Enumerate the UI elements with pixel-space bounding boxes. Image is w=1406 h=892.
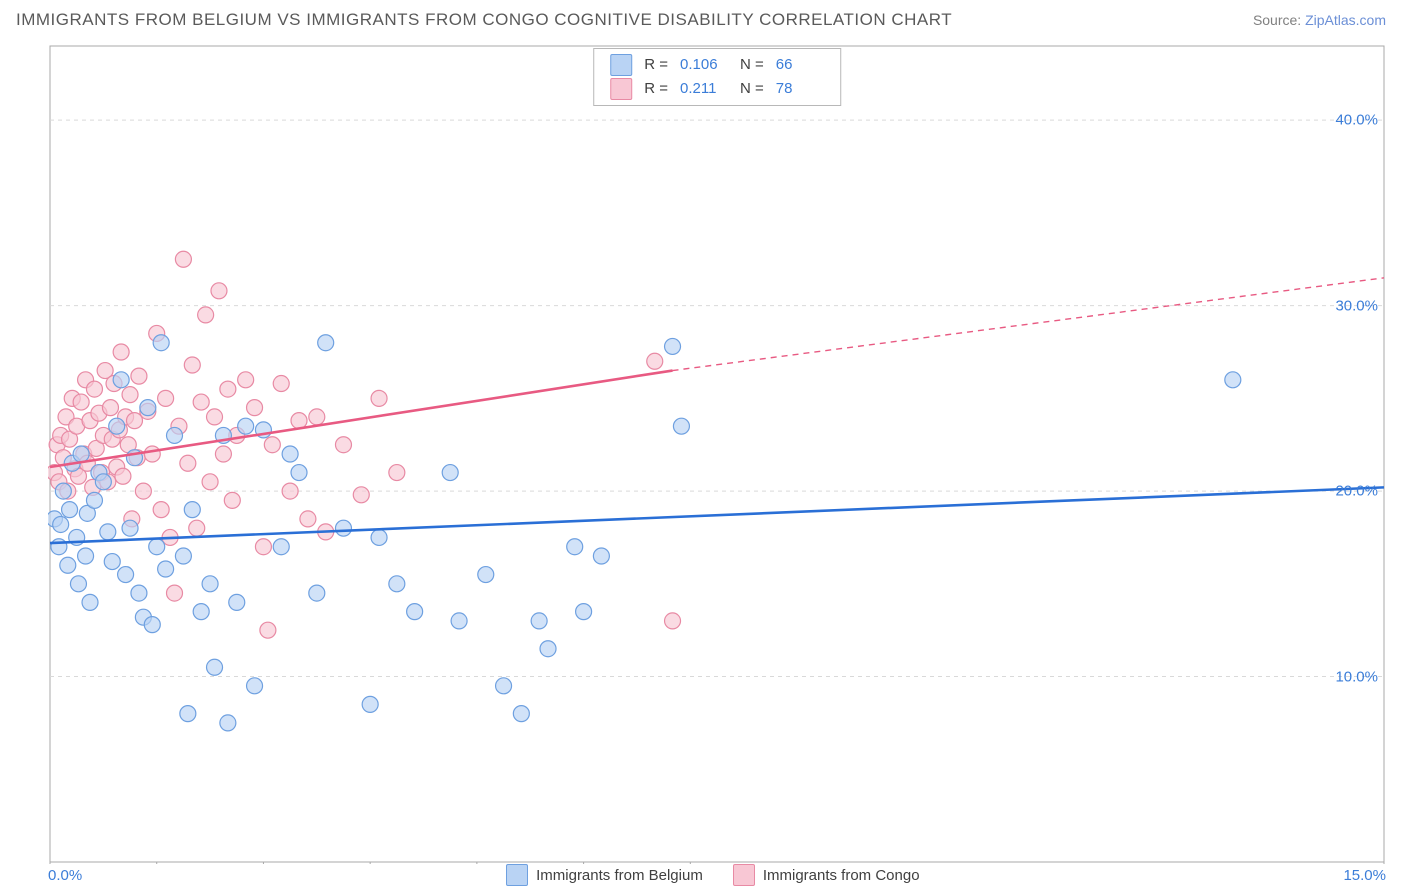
n-value-belgium: 66 <box>776 53 824 77</box>
r-label-2: R = <box>644 77 668 101</box>
legend-label-congo: Immigrants from Congo <box>763 867 920 884</box>
n-label-2: N = <box>740 77 764 101</box>
r-label: R = <box>644 53 668 77</box>
y-tick-label: 10.0% <box>1335 668 1378 685</box>
source-prefix: Source: <box>1253 12 1305 28</box>
legend-label-belgium: Immigrants from Belgium <box>536 867 703 884</box>
n-label: N = <box>740 53 764 77</box>
chart-area: Cognitive Disability ZIPatlas R = 0.106 … <box>48 44 1386 864</box>
chart-source: Source: ZipAtlas.com <box>1253 12 1386 28</box>
legend-item-congo: Immigrants from Congo <box>733 864 920 886</box>
swatch-belgium <box>610 54 632 76</box>
source-link[interactable]: ZipAtlas.com <box>1305 12 1386 28</box>
x-max-label: 15.0% <box>1343 867 1386 884</box>
y-tick-label: 40.0% <box>1335 112 1378 129</box>
x-min-label: 0.0% <box>48 867 82 884</box>
chart-title: IMMIGRANTS FROM BELGIUM VS IMMIGRANTS FR… <box>16 10 952 30</box>
chart-header: IMMIGRANTS FROM BELGIUM VS IMMIGRANTS FR… <box>0 0 1406 36</box>
stats-legend-box: R = 0.106 N = 66 R = 0.211 N = 78 <box>593 48 841 106</box>
legend-swatch-belgium <box>506 864 528 886</box>
scatter-plot <box>48 44 1386 864</box>
legend-item-belgium: Immigrants from Belgium <box>506 864 703 886</box>
series-legend: Immigrants from Belgium Immigrants from … <box>506 864 919 886</box>
n-value-congo: 78 <box>776 77 824 101</box>
r-value-belgium: 0.106 <box>680 53 728 77</box>
x-axis-footer: 0.0% Immigrants from Belgium Immigrants … <box>48 864 1386 886</box>
stats-row-belgium: R = 0.106 N = 66 <box>610 53 824 77</box>
legend-swatch-congo <box>733 864 755 886</box>
r-value-congo: 0.211 <box>680 77 728 101</box>
y-tick-label: 20.0% <box>1335 483 1378 500</box>
y-tick-label: 30.0% <box>1335 297 1378 314</box>
stats-row-congo: R = 0.211 N = 78 <box>610 77 824 101</box>
swatch-congo <box>610 78 632 100</box>
